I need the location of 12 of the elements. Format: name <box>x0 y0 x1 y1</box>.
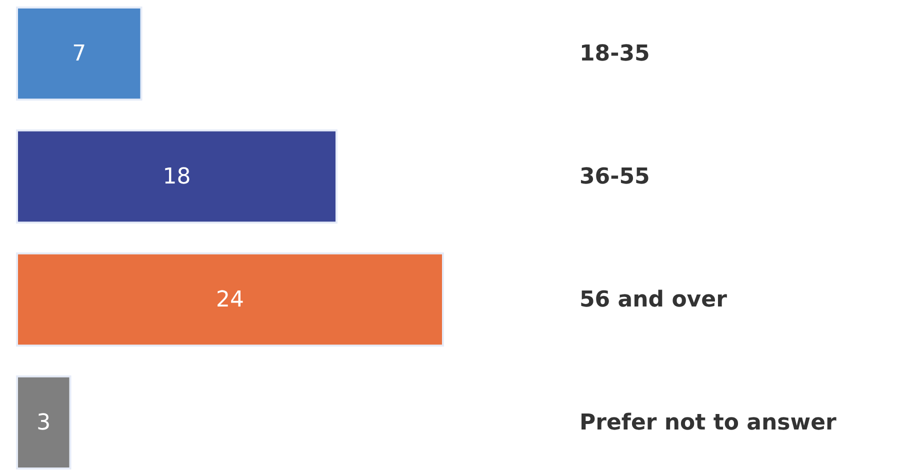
y-tick-label: 56 and over <box>580 287 728 312</box>
y-tick-label: Prefer not to answer <box>580 410 836 436</box>
y-tick-label: 18-35 <box>580 42 650 67</box>
bar <box>16 129 338 224</box>
data-label: 7 <box>72 42 86 67</box>
data-label: 18 <box>162 164 191 190</box>
y-tick-label: 36-55 <box>580 164 650 190</box>
bar <box>16 252 444 347</box>
data-label: 24 <box>216 287 244 312</box>
bar <box>16 375 72 470</box>
data-label: 3 <box>36 410 51 436</box>
bar <box>16 6 142 101</box>
